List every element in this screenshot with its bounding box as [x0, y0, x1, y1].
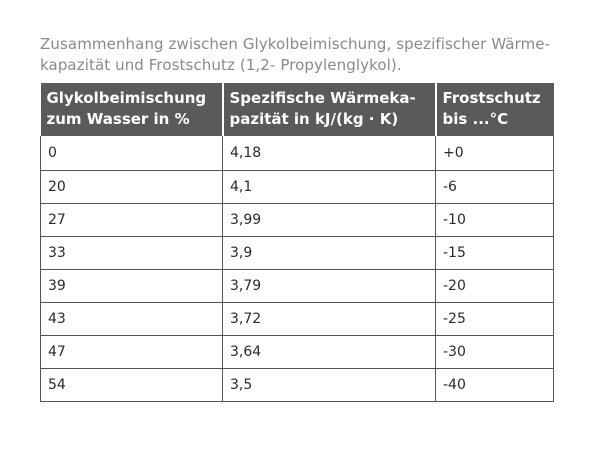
table-row: 54 3,5 -40: [40, 368, 554, 402]
table-caption: Zusammenhang zwischen Glykolbeimischung,…: [40, 34, 560, 76]
cell-glycol-percentage: 0: [40, 136, 223, 171]
cell-glycol-percentage: 47: [40, 335, 223, 369]
header-glycol-percentage: Glykolbeimischung zum Wasser in %: [40, 83, 223, 136]
table-row: 47 3,64 -30: [40, 335, 554, 369]
cell-frost-protection: -6: [435, 170, 554, 204]
glycol-table: Glykolbeimischung zum Wasser in % Spezif…: [40, 83, 554, 402]
header-row: Glykolbeimischung zum Wasser in % Spezif…: [40, 83, 554, 136]
cell-frost-protection: -25: [435, 302, 554, 336]
table-header: Glykolbeimischung zum Wasser in % Spezif…: [40, 83, 554, 136]
header-line: Glykolbeimischung: [46, 89, 207, 107]
table-body: 0 4,18 +0 20 4,1 -6 27 3,99 -10 33 3,9 -…: [40, 136, 554, 402]
cell-heat-capacity: 3,72: [222, 302, 436, 336]
cell-heat-capacity: 3,64: [222, 335, 436, 369]
header-specific-heat-capacity: Spezifische Wärmeka- pazität in kJ/(kg ·…: [221, 83, 436, 136]
cell-glycol-percentage: 43: [40, 302, 223, 336]
table-row: 20 4,1 -6: [40, 170, 554, 204]
cell-frost-protection: -30: [435, 335, 554, 369]
header-line: zum Wasser in %: [46, 110, 190, 128]
table-row: 43 3,72 -25: [40, 302, 554, 336]
header-line: Spezifische Wärmeka-: [229, 89, 416, 107]
header-line: pazität in kJ/(kg · K): [229, 110, 399, 128]
cell-heat-capacity: 3,9: [222, 236, 436, 270]
cell-frost-protection: -10: [435, 203, 554, 237]
caption-line-1: Zusammenhang zwischen Glykolbeimischung,…: [40, 35, 551, 53]
cell-glycol-percentage: 20: [40, 170, 223, 204]
cell-heat-capacity: 4,1: [222, 170, 436, 204]
cell-glycol-percentage: 27: [40, 203, 223, 237]
table-row: 39 3,79 -20: [40, 269, 554, 303]
header-line: Frostschutz: [442, 89, 541, 107]
cell-heat-capacity: 3,5: [222, 368, 436, 402]
table-row: 27 3,99 -10: [40, 203, 554, 237]
caption-line-2: kapazität und Frostschutz (1,2- Propylen…: [40, 56, 402, 74]
cell-glycol-percentage: 33: [40, 236, 223, 270]
cell-glycol-percentage: 39: [40, 269, 223, 303]
cell-heat-capacity: 3,79: [222, 269, 436, 303]
cell-frost-protection: -15: [435, 236, 554, 270]
cell-frost-protection: -40: [435, 368, 554, 402]
cell-heat-capacity: 4,18: [222, 136, 436, 171]
cell-heat-capacity: 3,99: [222, 203, 436, 237]
cell-glycol-percentage: 54: [40, 368, 223, 402]
header-line: bis ...°C: [442, 110, 509, 128]
table-row: 0 4,18 +0: [40, 136, 554, 171]
header-frost-protection: Frostschutz bis ...°C: [434, 83, 554, 136]
cell-frost-protection: -20: [435, 269, 554, 303]
cell-frost-protection: +0: [435, 136, 554, 171]
table-row: 33 3,9 -15: [40, 236, 554, 270]
